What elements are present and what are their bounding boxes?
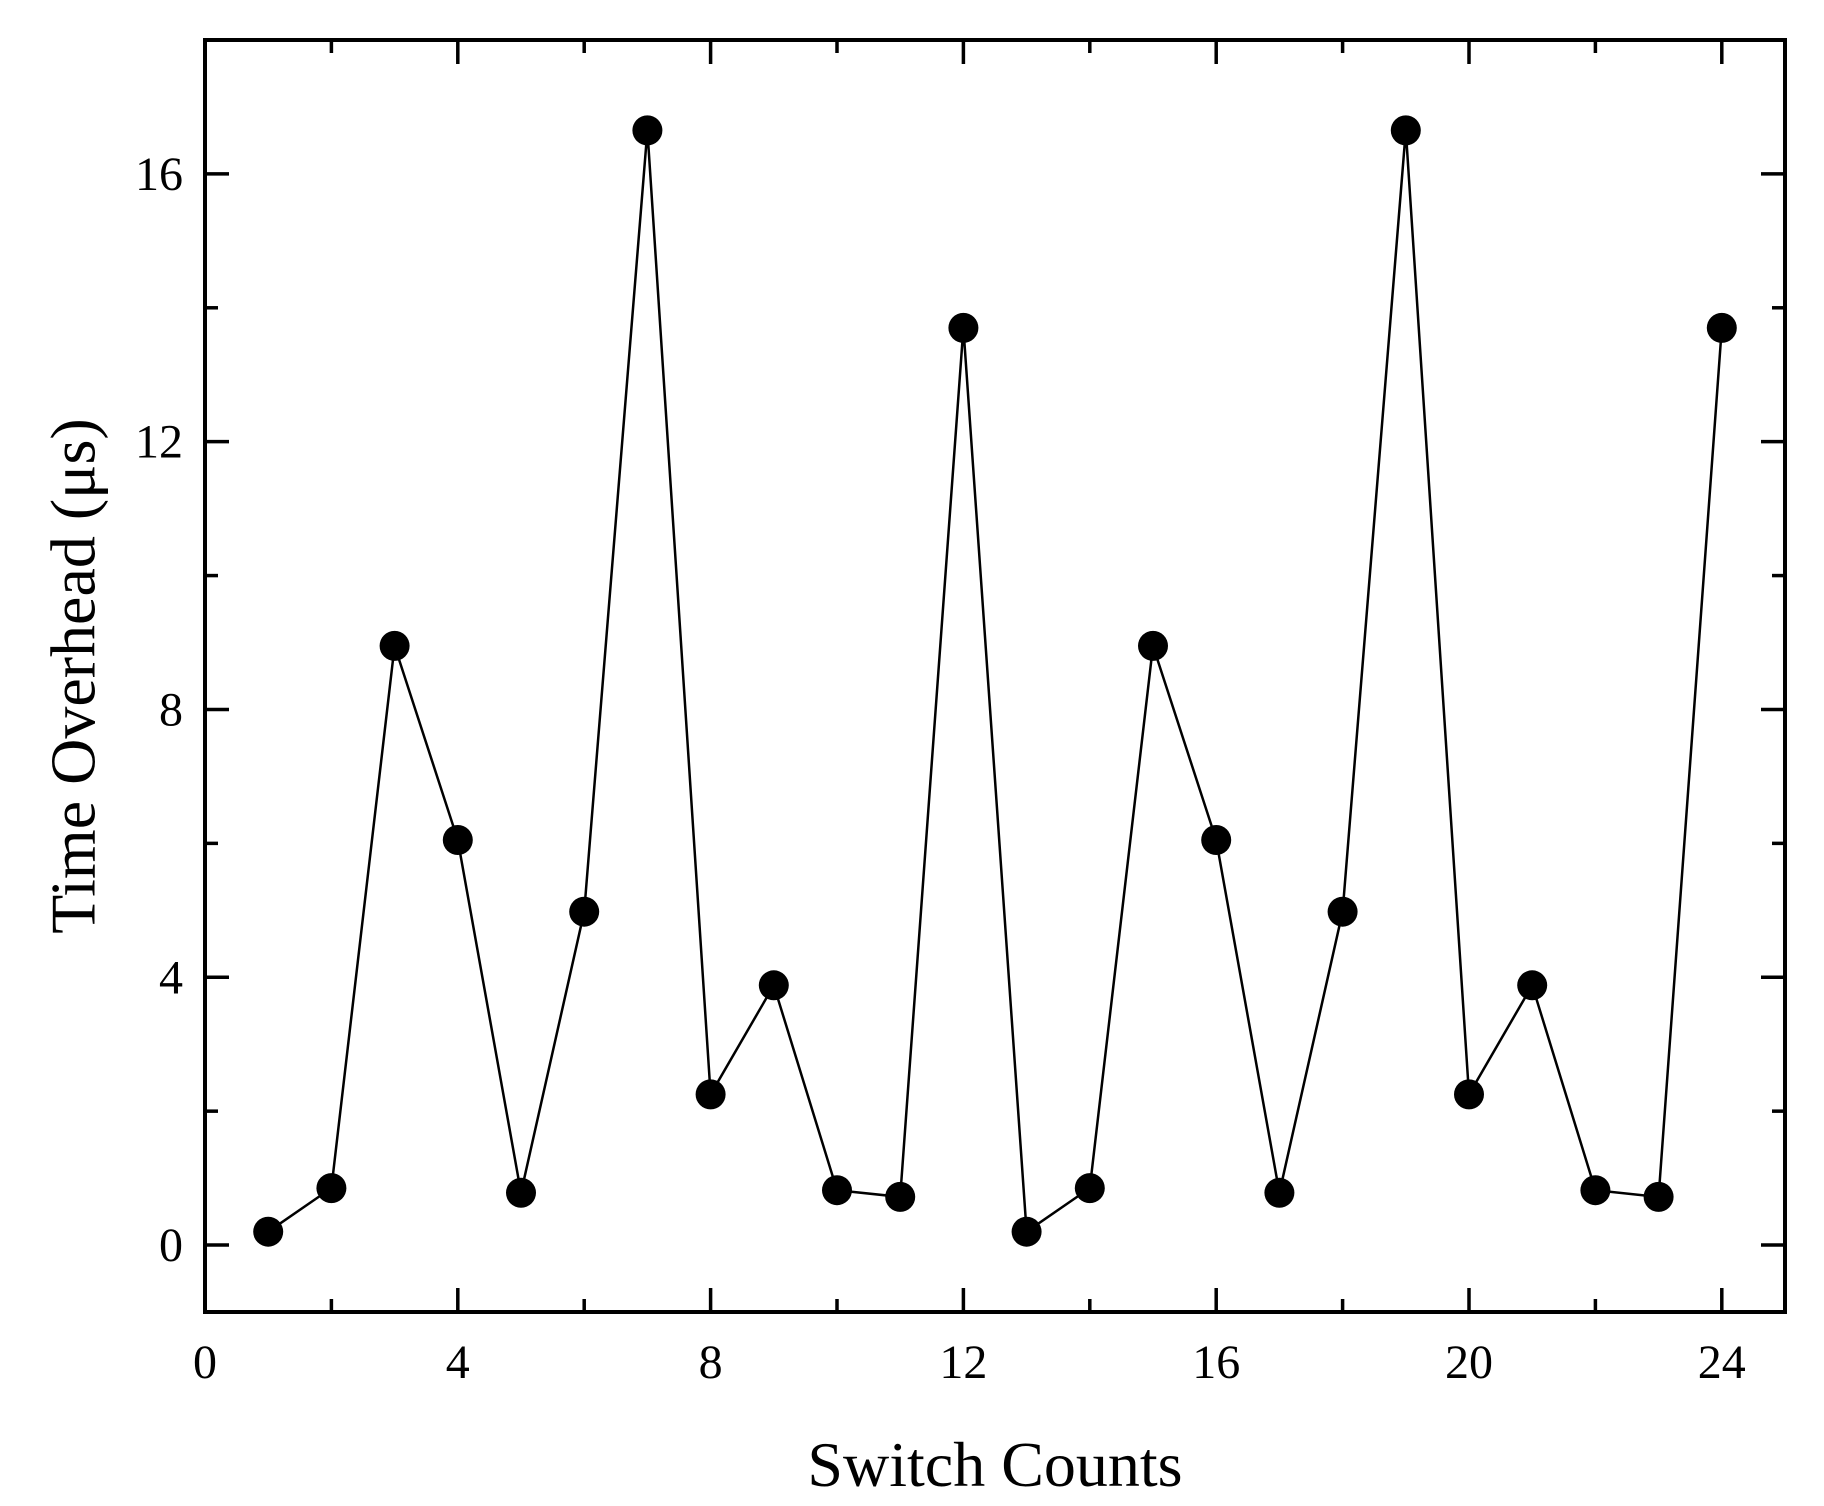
- data-point: [379, 630, 410, 661]
- x-tick-label: 16: [1192, 1336, 1240, 1389]
- data-point: [442, 825, 473, 855]
- data-point: [1454, 1079, 1484, 1110]
- data-point: [569, 896, 600, 927]
- data-point: [1390, 115, 1421, 146]
- data-point: [253, 1216, 284, 1247]
- tick-labels: 0 4 8 12 16 20 24 0 4 8 12 16: [135, 148, 1746, 1389]
- data-point: [1074, 1173, 1105, 1204]
- data-point: [948, 312, 979, 343]
- series-line: [267, 130, 1724, 1234]
- data-point: [1201, 825, 1232, 855]
- data-point: [632, 115, 663, 146]
- x-tick-label: 24: [1698, 1336, 1746, 1389]
- x-axis-label: Switch Counts: [807, 1429, 1182, 1500]
- data-point: [1327, 896, 1358, 927]
- data-point: [1706, 312, 1737, 343]
- data-point: [1517, 970, 1548, 1001]
- y-axis-label: Time Overhead (μs): [37, 418, 108, 933]
- x-tick-label: 0: [193, 1336, 217, 1389]
- data-point: [1580, 1175, 1611, 1206]
- data-point: [758, 970, 789, 1001]
- data-point: [1264, 1177, 1295, 1208]
- y-tick-label: 8: [159, 683, 183, 736]
- y-tick-label: 12: [135, 416, 183, 469]
- data-point: [1011, 1216, 1042, 1247]
- x-tick-label: 20: [1445, 1336, 1493, 1389]
- y-tick-label: 4: [159, 951, 183, 1004]
- axis-ticks: [203, 40, 1785, 1312]
- x-tick-label: 8: [699, 1336, 723, 1389]
- y-tick-label: 16: [135, 148, 183, 201]
- plot-frame: [203, 38, 1787, 1314]
- data-point: [1643, 1181, 1674, 1212]
- data-point: [506, 1177, 536, 1208]
- data-point: [316, 1173, 347, 1204]
- x-tick-label: 12: [939, 1336, 987, 1389]
- x-tick-label: 4: [446, 1336, 470, 1389]
- series-group: [253, 115, 1737, 1247]
- data-point: [695, 1079, 726, 1110]
- data-point: [885, 1181, 916, 1212]
- data-point: [1138, 630, 1168, 661]
- data-point: [822, 1175, 852, 1206]
- y-tick-label: 0: [159, 1219, 183, 1272]
